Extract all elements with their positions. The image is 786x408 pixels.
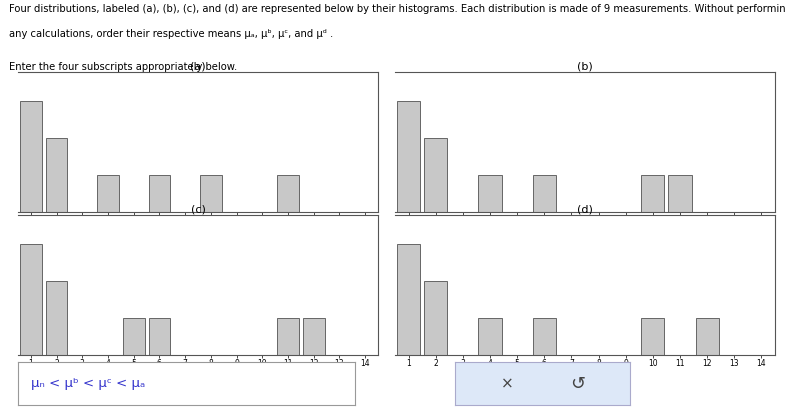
Bar <box>277 318 299 355</box>
Bar <box>397 102 420 212</box>
Bar <box>641 318 664 355</box>
Title: (c): (c) <box>190 204 205 214</box>
Bar <box>20 102 42 212</box>
Text: Four distributions, labeled (a), (b), (c), and (d) are represented below by thei: Four distributions, labeled (a), (b), (c… <box>9 4 786 14</box>
Bar <box>123 318 145 355</box>
Bar <box>277 175 299 212</box>
Text: any calculations, order their respective means μₐ, μᵇ, μᶜ, and μᵈ .: any calculations, order their respective… <box>9 29 334 40</box>
Bar <box>149 175 171 212</box>
Bar <box>479 318 501 355</box>
Bar <box>20 244 42 355</box>
Bar <box>533 318 556 355</box>
Bar <box>479 175 501 212</box>
Bar <box>149 318 171 355</box>
Bar <box>424 138 447 212</box>
Text: μₙ < μᵇ < μᶜ < μₐ: μₙ < μᵇ < μᶜ < μₐ <box>31 377 145 390</box>
Bar <box>668 175 692 212</box>
Text: ×: × <box>501 376 514 391</box>
Bar <box>303 318 325 355</box>
Text: ↺: ↺ <box>570 375 585 392</box>
Bar <box>533 175 556 212</box>
Title: (d): (d) <box>577 204 593 214</box>
Text: Enter the four subscripts appropriately below.: Enter the four subscripts appropriately … <box>9 62 237 73</box>
Bar <box>200 175 222 212</box>
Bar <box>46 138 68 212</box>
Bar <box>97 175 119 212</box>
Title: (b): (b) <box>577 61 593 71</box>
Bar <box>397 244 420 355</box>
Bar <box>46 281 68 355</box>
Bar <box>696 318 718 355</box>
Bar <box>641 175 664 212</box>
Title: (a): (a) <box>190 61 206 71</box>
Bar <box>424 281 447 355</box>
